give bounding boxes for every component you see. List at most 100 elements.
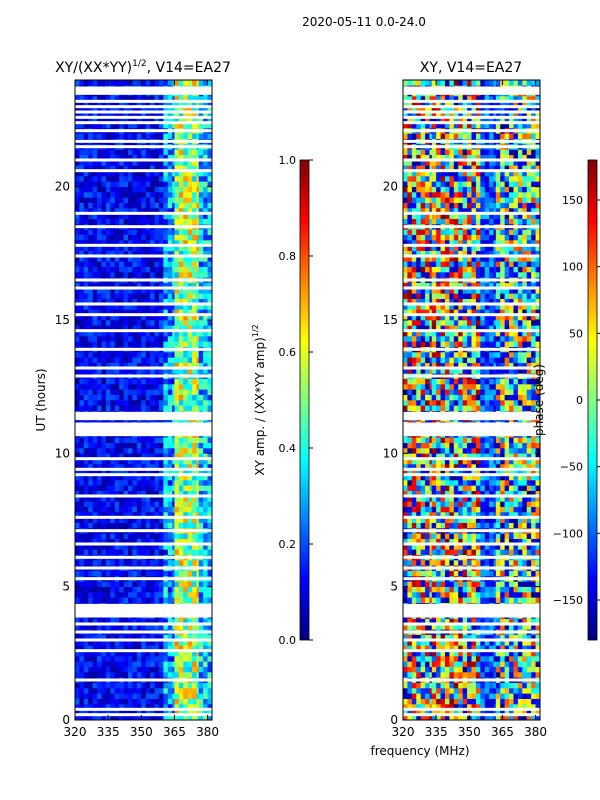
left-heatmap-cell — [163, 570, 169, 577]
left-heatmap-cell — [167, 288, 173, 294]
right-heatmap-cell — [431, 272, 437, 278]
left-heatmap-cell — [145, 666, 151, 673]
right-heatmap-cell — [403, 341, 408, 347]
left-heatmap-cell — [196, 218, 200, 225]
left-heatmap-cell — [119, 117, 124, 123]
right-heatmap-cell — [416, 624, 421, 630]
left-heatmap-cell — [88, 549, 93, 555]
left-heatmap-cell — [83, 634, 89, 641]
left-flag-row — [75, 678, 212, 682]
left-heatmap-cell — [110, 202, 116, 209]
right-heatmap-cell — [436, 512, 441, 518]
left-heatmap-cell — [192, 293, 197, 299]
left-heatmap-cell — [183, 176, 188, 182]
left-heatmap-cell — [75, 688, 80, 694]
left-heatmap-cell — [83, 149, 89, 155]
left-heatmap-cell — [114, 122, 120, 129]
left-heatmap-cell — [145, 618, 151, 625]
left-heatmap-cell — [114, 656, 120, 662]
right-heatmap-cell — [407, 320, 413, 326]
right-heatmap-cell — [429, 154, 433, 161]
right-heatmap-cell — [429, 309, 433, 315]
left-heatmap-cell — [128, 448, 133, 454]
right-heatmap-cell — [416, 389, 421, 395]
left-heatmap-cell — [187, 266, 193, 273]
right-heatmap-cell — [416, 314, 421, 321]
left-heatmap-cell — [150, 320, 155, 326]
left-heatmap-cell — [132, 645, 138, 651]
left-heatmap-cell — [114, 186, 120, 193]
left-heatmap-cell — [83, 112, 89, 118]
left-heatmap-cell — [119, 272, 124, 278]
left-heatmap-cell — [141, 325, 147, 331]
left-heatmap-cell — [114, 570, 120, 577]
left-heatmap-cell — [150, 650, 155, 657]
left-heatmap-cell — [203, 218, 208, 225]
right-heatmap-cell — [420, 485, 426, 491]
left-heatmap-cell — [114, 389, 120, 395]
left-heatmap-cell — [97, 154, 102, 161]
right-heatmap-cell — [416, 549, 421, 555]
right-heatmap-cell — [407, 122, 413, 129]
left-heatmap-cell — [75, 330, 80, 337]
left-heatmap-cell — [196, 453, 200, 459]
left-heatmap-cell — [174, 544, 180, 550]
left-heatmap-cell — [172, 640, 175, 646]
left-heatmap-cell — [83, 490, 89, 497]
left-heatmap-cell — [207, 197, 213, 203]
right-heatmap-cell — [431, 298, 437, 305]
right-heatmap-cell — [416, 186, 421, 193]
left-heatmap-cell — [79, 501, 85, 507]
left-heatmap-cell — [198, 96, 204, 102]
left-heatmap-cell — [158, 522, 164, 529]
left-heatmap-cell — [110, 314, 116, 321]
left-heatmap-cell — [123, 112, 129, 118]
right-heatmap-cell — [411, 336, 417, 342]
left-heatmap-cell — [187, 672, 193, 678]
left-heatmap-cell — [178, 581, 184, 587]
right-heatmap-cell — [420, 586, 426, 593]
left-heatmap-cell — [167, 250, 173, 257]
left-heatmap-cell — [141, 330, 147, 337]
left-heatmap-cell — [92, 645, 98, 651]
right-heatmap-cell — [420, 160, 426, 166]
right-heatmap-cell — [403, 170, 408, 177]
right-heatmap-cell — [416, 442, 421, 449]
left-heatmap-cell — [196, 384, 200, 390]
left-heatmap-cell — [123, 122, 129, 129]
left-heatmap-cell — [183, 698, 188, 705]
right-heatmap-cell — [416, 597, 421, 603]
left-heatmap-cell — [114, 485, 120, 491]
left-heatmap-cell — [97, 250, 102, 257]
left-heatmap-cell — [167, 117, 173, 123]
right-heatmap-cell — [431, 533, 437, 539]
left-heatmap-cell — [196, 693, 200, 699]
left-heatmap-cell — [75, 666, 80, 673]
right-heatmap-cell — [429, 693, 433, 699]
left-heatmap-cell — [105, 464, 111, 470]
left-heatmap-cell — [174, 298, 180, 305]
left-heatmap-cell — [136, 96, 142, 102]
left-heatmap-cell — [145, 106, 151, 113]
right-heatmap-cell — [425, 122, 430, 129]
right-heatmap-cell — [436, 661, 441, 667]
left-heatmap-cell — [145, 586, 151, 593]
left-heatmap-cell — [136, 405, 142, 411]
left-heatmap-cell — [167, 693, 173, 699]
left-heatmap-cell — [150, 282, 155, 289]
right-heatmap-cell — [420, 202, 426, 209]
left-heatmap-cell — [198, 464, 204, 470]
left-heatmap-cell — [183, 202, 188, 209]
right-heatmap-cell — [431, 538, 437, 545]
right-heatmap-cell — [431, 384, 437, 390]
right-heatmap-cell — [436, 570, 441, 577]
left-heatmap-cell — [114, 261, 120, 267]
right-heatmap-cell — [429, 485, 433, 491]
left-heatmap-cell — [97, 288, 102, 294]
left-heatmap-cell — [187, 560, 193, 566]
left-heatmap-cell — [123, 154, 129, 161]
left-heatmap-cell — [192, 485, 197, 491]
left-heatmap-cell — [132, 181, 138, 187]
left-heatmap-cell — [128, 378, 133, 385]
right-heatmap-cell — [411, 293, 417, 299]
